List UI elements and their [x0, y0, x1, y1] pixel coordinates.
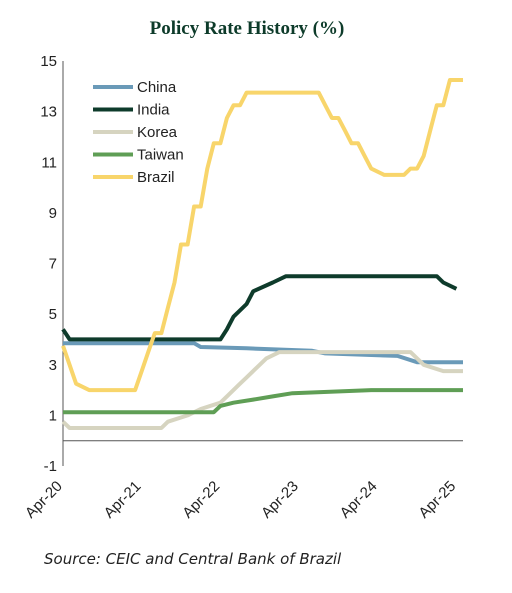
y-tick-label: 15 [40, 53, 57, 70]
y-tick-label: 3 [49, 357, 57, 374]
y-axis: 15 13 11 9 7 5 3 1 -1 [40, 53, 64, 475]
series-line-taiwan [63, 388, 463, 415]
x-tick-label: Apr-20 [22, 478, 66, 522]
legend-label-china: China [137, 79, 177, 96]
y-tick-label: 5 [49, 306, 57, 323]
y-tick-label: 13 [40, 104, 57, 121]
y-tick-label: 1 [49, 407, 57, 424]
x-tick-label: Apr-24 [337, 478, 381, 522]
x-axis: Apr-20 Apr-21 Apr-22 Apr-23 Apr-24 Apr-25 [22, 440, 463, 522]
legend-label-india: India [137, 102, 170, 119]
chart-title: Policy Rate History (%) [149, 18, 345, 39]
x-tick-label: Apr-25 [415, 478, 459, 522]
source-note: Source: CEIC and Central Bank of Brazil [44, 550, 342, 568]
series-line-india [61, 274, 458, 342]
y-tick-label: 11 [41, 154, 57, 171]
y-tick-label: 9 [49, 205, 57, 222]
series-lines [61, 78, 463, 430]
series-line-korea [61, 350, 463, 430]
x-tick-label: Apr-21 [101, 478, 145, 522]
x-tick-label: Apr-23 [258, 478, 302, 522]
x-tick-label: Apr-22 [179, 478, 223, 522]
y-tick-label: -1 [44, 458, 57, 475]
series-line-brazil [61, 78, 463, 393]
legend-label-brazil: Brazil [137, 169, 175, 186]
legend: China India Korea Taiwan Brazil [93, 79, 184, 186]
legend-label-korea: Korea [137, 124, 178, 141]
y-tick-label: 7 [49, 256, 57, 273]
legend-label-taiwan: Taiwan [137, 147, 184, 164]
